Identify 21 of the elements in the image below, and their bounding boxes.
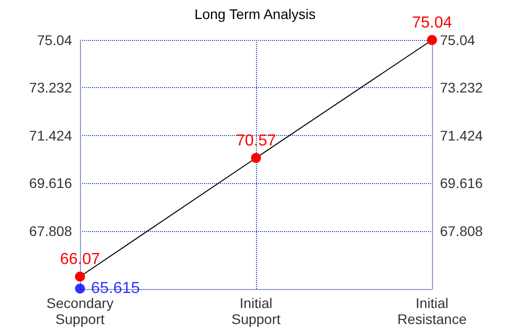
y2-tick-label: 73.232	[440, 80, 484, 96]
y2-tick-label: 71.424	[440, 127, 484, 144]
point	[75, 272, 85, 282]
y-tick-label: 67.808	[29, 222, 72, 239]
y2-tick-label: 75.04	[440, 32, 476, 48]
chart-title: Long Term Analysis	[194, 6, 316, 22]
y-tick-label: 73.232	[29, 80, 72, 96]
data-label: 66.07	[60, 251, 100, 268]
data-label: 75.04	[412, 14, 452, 32]
x-tick-label: Secondary Support	[46, 295, 114, 327]
y2-tick-label: 67.808	[440, 222, 484, 239]
y-tick-label: 69.616	[29, 175, 72, 192]
y-tick-label: 71.424	[29, 127, 72, 144]
x-tick-label: Initial Support	[231, 295, 281, 327]
point	[75, 284, 85, 294]
point	[427, 35, 437, 45]
point	[251, 152, 261, 163]
data-label: 70.57	[236, 132, 276, 150]
y-tick-label: 75.04	[36, 32, 72, 48]
x-tick-label: Initial Resistance	[397, 295, 467, 327]
y2-tick-label: 69.616	[440, 175, 484, 192]
